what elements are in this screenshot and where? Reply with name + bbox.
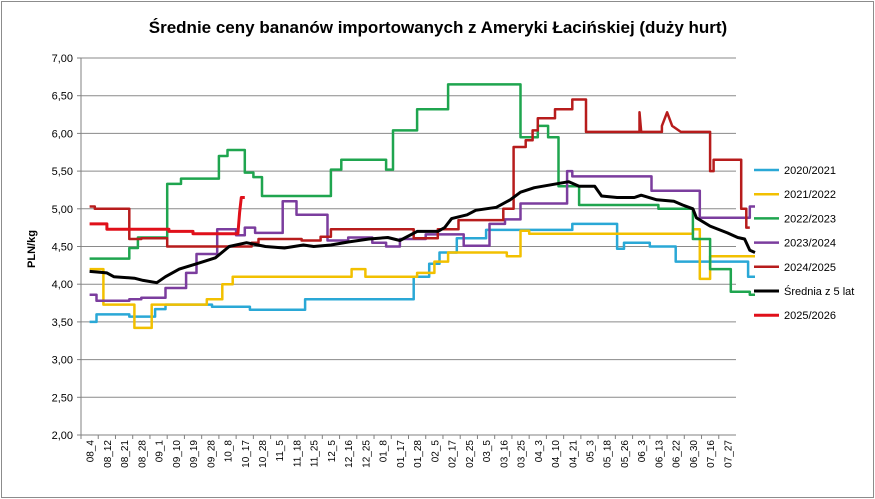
x-tick-label: 07_27 — [723, 440, 734, 468]
x-tick-labels: 08_4 08_12 08_21 08_28 09_1 09_10 09_19 09_28 10… — [80, 435, 734, 468]
y-tick-label: 6,00 — [52, 128, 73, 140]
y-tick-label: 2,00 — [52, 430, 73, 442]
x-tick-label: 08_4 — [86, 440, 97, 463]
y-tick-label: 3,00 — [52, 355, 73, 367]
legend: 2020/2021 2021/2022 2022/2023 2023/2024 2024… — [754, 165, 854, 322]
x-tick-label: 07_16 — [706, 440, 717, 468]
x-tick-label: 09_1 — [155, 440, 166, 463]
chart-title: Średnie ceny bananów importowanych z Ame… — [149, 18, 727, 37]
y-tick-label: 5,50 — [52, 166, 73, 178]
y-tick-label: 4,00 — [52, 279, 73, 291]
x-tick-label: 04_21 — [568, 440, 579, 468]
x-tick-label: 02_17 — [448, 440, 459, 468]
legend-label-6: 2025/2026 — [784, 310, 836, 322]
x-tick-label: 05_26 — [620, 440, 631, 468]
legend-label-4: 2024/2025 — [784, 262, 836, 274]
x-tick-label: 08_28 — [137, 440, 148, 468]
y-tick-label: 2,50 — [52, 392, 73, 404]
y-tick-label: 6,50 — [52, 91, 73, 103]
series-line-1 — [89, 227, 755, 330]
legend-label-3: 2023/2024 — [784, 238, 836, 250]
x-tick-label: 11_5 — [275, 440, 286, 462]
x-tick-label: 12_16 — [344, 440, 355, 468]
y-tick-label: 7,00 — [52, 53, 73, 65]
x-tick-label: 06_3 — [637, 440, 648, 463]
legend-label-1: 2021/2022 — [784, 189, 836, 201]
series-line-4 — [89, 98, 750, 248]
x-tick-label: 10_8 — [224, 440, 235, 463]
series-line-5 — [89, 180, 756, 285]
x-tick-label: 05_18 — [603, 440, 614, 468]
x-tick-label: 02_5 — [430, 440, 441, 463]
x-tick-label: 09_19 — [189, 440, 200, 468]
x-tick-label: 03_5 — [482, 440, 493, 463]
x-tick-label: 09_10 — [172, 440, 183, 468]
x-tick-label: 04_3 — [534, 440, 545, 463]
x-tick-label: 11_25 — [310, 440, 321, 468]
series-line-6 — [89, 196, 245, 236]
x-tick-label: 12_5 — [327, 440, 338, 463]
x-tick-label: 06_22 — [672, 440, 683, 468]
x-tick-label: 10_28 — [258, 440, 269, 468]
legend-label-2: 2022/2023 — [784, 213, 836, 225]
x-tick-label: 06_13 — [654, 440, 665, 468]
series-line-2 — [89, 83, 755, 297]
legend-label-5: Średnia z 5 lat — [784, 285, 854, 298]
y-tick-label: 5,00 — [52, 204, 73, 216]
y-axis-label: PLN/kg — [26, 230, 38, 268]
legend-label-0: 2020/2021 — [784, 165, 836, 177]
x-tick-label: 11_18 — [292, 440, 303, 468]
x-tick-label: 03_16 — [499, 440, 510, 468]
y-tick-label: 3,50 — [52, 317, 73, 329]
x-tick-label: 09_28 — [206, 440, 217, 468]
x-tick-label: 12_25 — [361, 440, 372, 468]
y-tick-label: 4,50 — [52, 242, 73, 254]
x-tick-label: 08_21 — [120, 440, 131, 468]
x-tick-label: 03_25 — [517, 440, 528, 468]
series-line-3 — [89, 169, 755, 303]
x-tick-label: 08_12 — [103, 440, 114, 468]
series-lines — [89, 83, 756, 330]
x-tick-label: 04_10 — [551, 440, 562, 468]
x-tick-label: 10_17 — [241, 440, 252, 468]
x-tick-label: 01_28 — [413, 440, 424, 468]
y-tick-labels: 2,00 2,50 3,00 3,50 4,00 4,50 5,00 5,50 6,00 6,50… — [52, 53, 73, 442]
x-tick-label: 01_17 — [396, 440, 407, 468]
x-tick-label: 01_8 — [379, 440, 390, 463]
x-tick-label: 05_3 — [585, 440, 596, 463]
x-tick-label: 06_30 — [689, 440, 700, 468]
x-tick-label: 02_25 — [465, 440, 476, 468]
